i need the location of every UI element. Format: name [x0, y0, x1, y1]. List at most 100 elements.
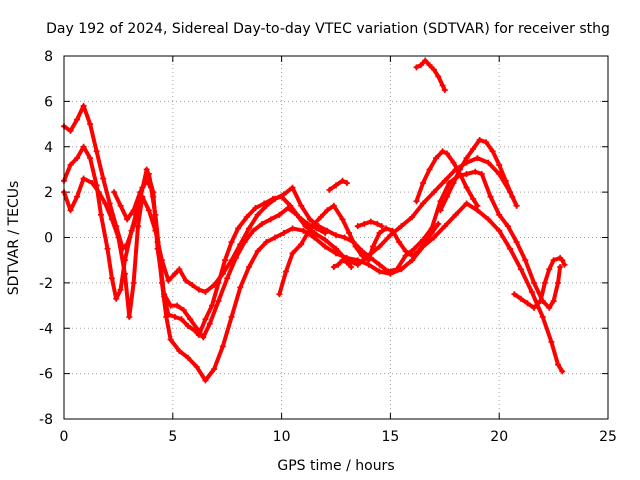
- data-point: [554, 361, 561, 368]
- data-point: [517, 266, 524, 273]
- data-point: [509, 193, 516, 200]
- data-point: [185, 354, 192, 361]
- data-point: [280, 229, 287, 236]
- data-point: [376, 229, 383, 236]
- data-point: [322, 229, 329, 236]
- x-tick-label: 5: [168, 429, 177, 445]
- series-track-12: [511, 254, 568, 311]
- data-point: [420, 200, 427, 207]
- data-point: [393, 266, 400, 273]
- data-point: [145, 170, 152, 177]
- data-point: [383, 225, 390, 232]
- data-point: [245, 263, 252, 270]
- data-point: [531, 279, 538, 286]
- data-point: [152, 211, 159, 218]
- data-point: [561, 261, 568, 268]
- data-point: [352, 243, 359, 250]
- data-point: [485, 159, 492, 166]
- data-point: [326, 186, 333, 193]
- data-point: [228, 239, 235, 246]
- data-point: [219, 343, 226, 350]
- data-point: [298, 241, 305, 248]
- data-point: [478, 170, 485, 177]
- data-point: [272, 234, 279, 241]
- data-point: [426, 62, 433, 69]
- data-point: [195, 332, 202, 339]
- data-point: [443, 193, 450, 200]
- data-point: [304, 229, 311, 236]
- data-point: [74, 155, 81, 162]
- data-point: [182, 277, 189, 284]
- data-point: [250, 227, 257, 234]
- data-point: [428, 229, 435, 236]
- data-point: [557, 263, 564, 270]
- axes: 0 5 10 15 20 25 -8 -6 -4 -2 0 2 4 6 8: [39, 49, 617, 445]
- data-point: [298, 202, 305, 209]
- data-point: [361, 220, 368, 227]
- data-point: [74, 116, 81, 123]
- data-point: [311, 234, 318, 241]
- data-point: [176, 347, 183, 354]
- data-point: [296, 214, 303, 221]
- data-point: [511, 291, 518, 298]
- data-point: [496, 161, 503, 168]
- data-point: [206, 320, 213, 327]
- data-point: [474, 155, 481, 162]
- data-point: [97, 211, 104, 218]
- data-point: [430, 189, 437, 196]
- series-track-2: [61, 143, 566, 384]
- data-point: [261, 200, 268, 207]
- series-track-5: [276, 202, 442, 298]
- data-point: [208, 302, 215, 309]
- data-point: [100, 175, 107, 182]
- data-point: [411, 245, 418, 252]
- data-point: [367, 218, 374, 225]
- data-point: [550, 257, 557, 264]
- data-point: [228, 313, 235, 320]
- data-point: [93, 148, 100, 155]
- data-point: [117, 202, 124, 209]
- data-point: [531, 304, 538, 311]
- data-point: [385, 268, 392, 275]
- data-point: [87, 155, 94, 162]
- data-point: [306, 216, 313, 223]
- data-point: [378, 223, 385, 230]
- data-point: [111, 189, 118, 196]
- data-point: [165, 311, 172, 318]
- data-point: [398, 223, 405, 230]
- data-point: [483, 139, 490, 146]
- data-point: [472, 168, 479, 175]
- series-track-7: [413, 148, 481, 209]
- y-tick-label: 0: [44, 231, 53, 247]
- data-point: [443, 150, 450, 157]
- y-axis-label: SDTVAR / TECUs: [6, 181, 22, 296]
- data-point: [333, 182, 339, 189]
- data-point: [167, 302, 174, 309]
- data-point: [348, 263, 355, 270]
- data-point: [276, 291, 283, 298]
- data-point: [252, 205, 259, 212]
- series-track-9: [326, 177, 350, 193]
- data-point: [89, 180, 96, 187]
- data-point: [191, 327, 198, 334]
- data-point: [193, 363, 200, 370]
- series-track-10: [330, 257, 355, 270]
- x-tick-label: 25: [599, 429, 617, 445]
- data-point: [463, 200, 470, 207]
- series-track-4: [111, 177, 329, 339]
- data-point: [200, 334, 207, 341]
- data-point: [502, 177, 509, 184]
- data-point: [67, 127, 74, 134]
- data-point: [485, 216, 492, 223]
- y-tick-label: 4: [44, 140, 53, 156]
- data-point: [537, 298, 544, 305]
- data-point: [113, 295, 120, 302]
- data-point: [339, 257, 346, 264]
- data-point: [513, 239, 520, 246]
- data-point: [235, 225, 242, 232]
- data-point: [452, 211, 459, 218]
- data-point: [546, 266, 553, 273]
- data-point: [254, 248, 261, 255]
- data-point: [289, 184, 296, 191]
- series-line: [62, 144, 565, 383]
